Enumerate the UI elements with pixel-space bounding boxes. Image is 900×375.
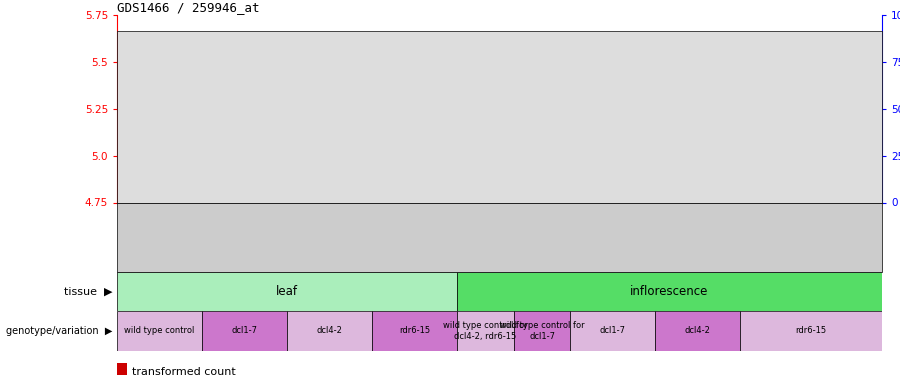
- Bar: [632, 161, 651, 202]
- Bar: [320, 167, 338, 171]
- Bar: [377, 84, 395, 203]
- Text: dcl1-7: dcl1-7: [599, 326, 625, 335]
- Bar: [831, 177, 849, 180]
- Bar: [117, 363, 127, 375]
- Bar: [292, 167, 310, 171]
- Bar: [457, 311, 514, 351]
- Bar: [150, 90, 168, 202]
- Bar: [661, 126, 679, 202]
- Text: wild type control for
dcl4-2, rdr6-15: wild type control for dcl4-2, rdr6-15: [443, 321, 527, 340]
- Text: dcl4-2: dcl4-2: [317, 326, 342, 335]
- Bar: [207, 99, 225, 202]
- Bar: [150, 160, 168, 163]
- Bar: [264, 104, 282, 107]
- Bar: [235, 167, 254, 171]
- Text: transformed count: transformed count: [131, 367, 235, 375]
- Text: rdr6-15: rdr6-15: [399, 326, 430, 335]
- Text: dcl4-2: dcl4-2: [685, 326, 711, 335]
- Text: GDS1466 / 259946_at: GDS1466 / 259946_at: [117, 1, 259, 14]
- Bar: [122, 99, 140, 202]
- Bar: [688, 141, 707, 202]
- Bar: [717, 177, 735, 180]
- Bar: [632, 186, 651, 189]
- Text: tissue  ▶: tissue ▶: [64, 286, 112, 297]
- Bar: [774, 169, 792, 202]
- Bar: [514, 311, 571, 351]
- Bar: [774, 182, 792, 186]
- Bar: [741, 311, 882, 351]
- Bar: [235, 68, 254, 203]
- Bar: [547, 164, 565, 166]
- Bar: [457, 272, 882, 311]
- Text: leaf: leaf: [276, 285, 298, 298]
- Bar: [688, 177, 707, 180]
- Bar: [462, 141, 481, 202]
- Bar: [348, 167, 367, 171]
- Bar: [178, 39, 197, 203]
- Bar: [802, 142, 821, 202]
- Bar: [178, 104, 197, 107]
- Bar: [377, 164, 395, 166]
- Bar: [575, 177, 594, 180]
- Text: wild type control: wild type control: [124, 326, 194, 335]
- Bar: [405, 167, 424, 171]
- Bar: [207, 167, 225, 171]
- Bar: [575, 142, 594, 202]
- Text: rdr6-15: rdr6-15: [796, 326, 827, 335]
- Bar: [405, 88, 424, 202]
- Bar: [264, 38, 282, 203]
- Bar: [745, 137, 764, 202]
- Bar: [604, 142, 622, 202]
- Bar: [320, 86, 338, 202]
- Bar: [117, 272, 457, 311]
- Text: dcl1-7: dcl1-7: [231, 326, 257, 335]
- Text: inflorescence: inflorescence: [630, 285, 708, 298]
- Bar: [491, 177, 508, 180]
- Bar: [491, 141, 508, 202]
- Bar: [859, 167, 877, 171]
- Bar: [348, 88, 367, 202]
- Bar: [117, 311, 202, 351]
- Bar: [122, 182, 140, 186]
- Bar: [434, 84, 452, 203]
- Text: genotype/variation  ▶: genotype/variation ▶: [6, 326, 112, 336]
- Bar: [655, 311, 741, 351]
- Text: wild type control for
dcl1-7: wild type control for dcl1-7: [500, 321, 584, 340]
- Bar: [717, 141, 735, 202]
- Bar: [661, 167, 679, 171]
- Bar: [859, 124, 877, 202]
- Bar: [547, 122, 565, 202]
- Bar: [518, 142, 537, 202]
- Bar: [462, 177, 481, 180]
- Bar: [571, 311, 655, 351]
- Bar: [372, 311, 457, 351]
- Bar: [604, 177, 622, 180]
- Bar: [202, 311, 287, 351]
- Bar: [802, 177, 821, 180]
- Bar: [745, 177, 764, 180]
- Bar: [292, 98, 310, 202]
- Bar: [518, 177, 537, 180]
- Bar: [434, 164, 452, 166]
- Bar: [287, 311, 372, 351]
- Bar: [831, 142, 849, 202]
